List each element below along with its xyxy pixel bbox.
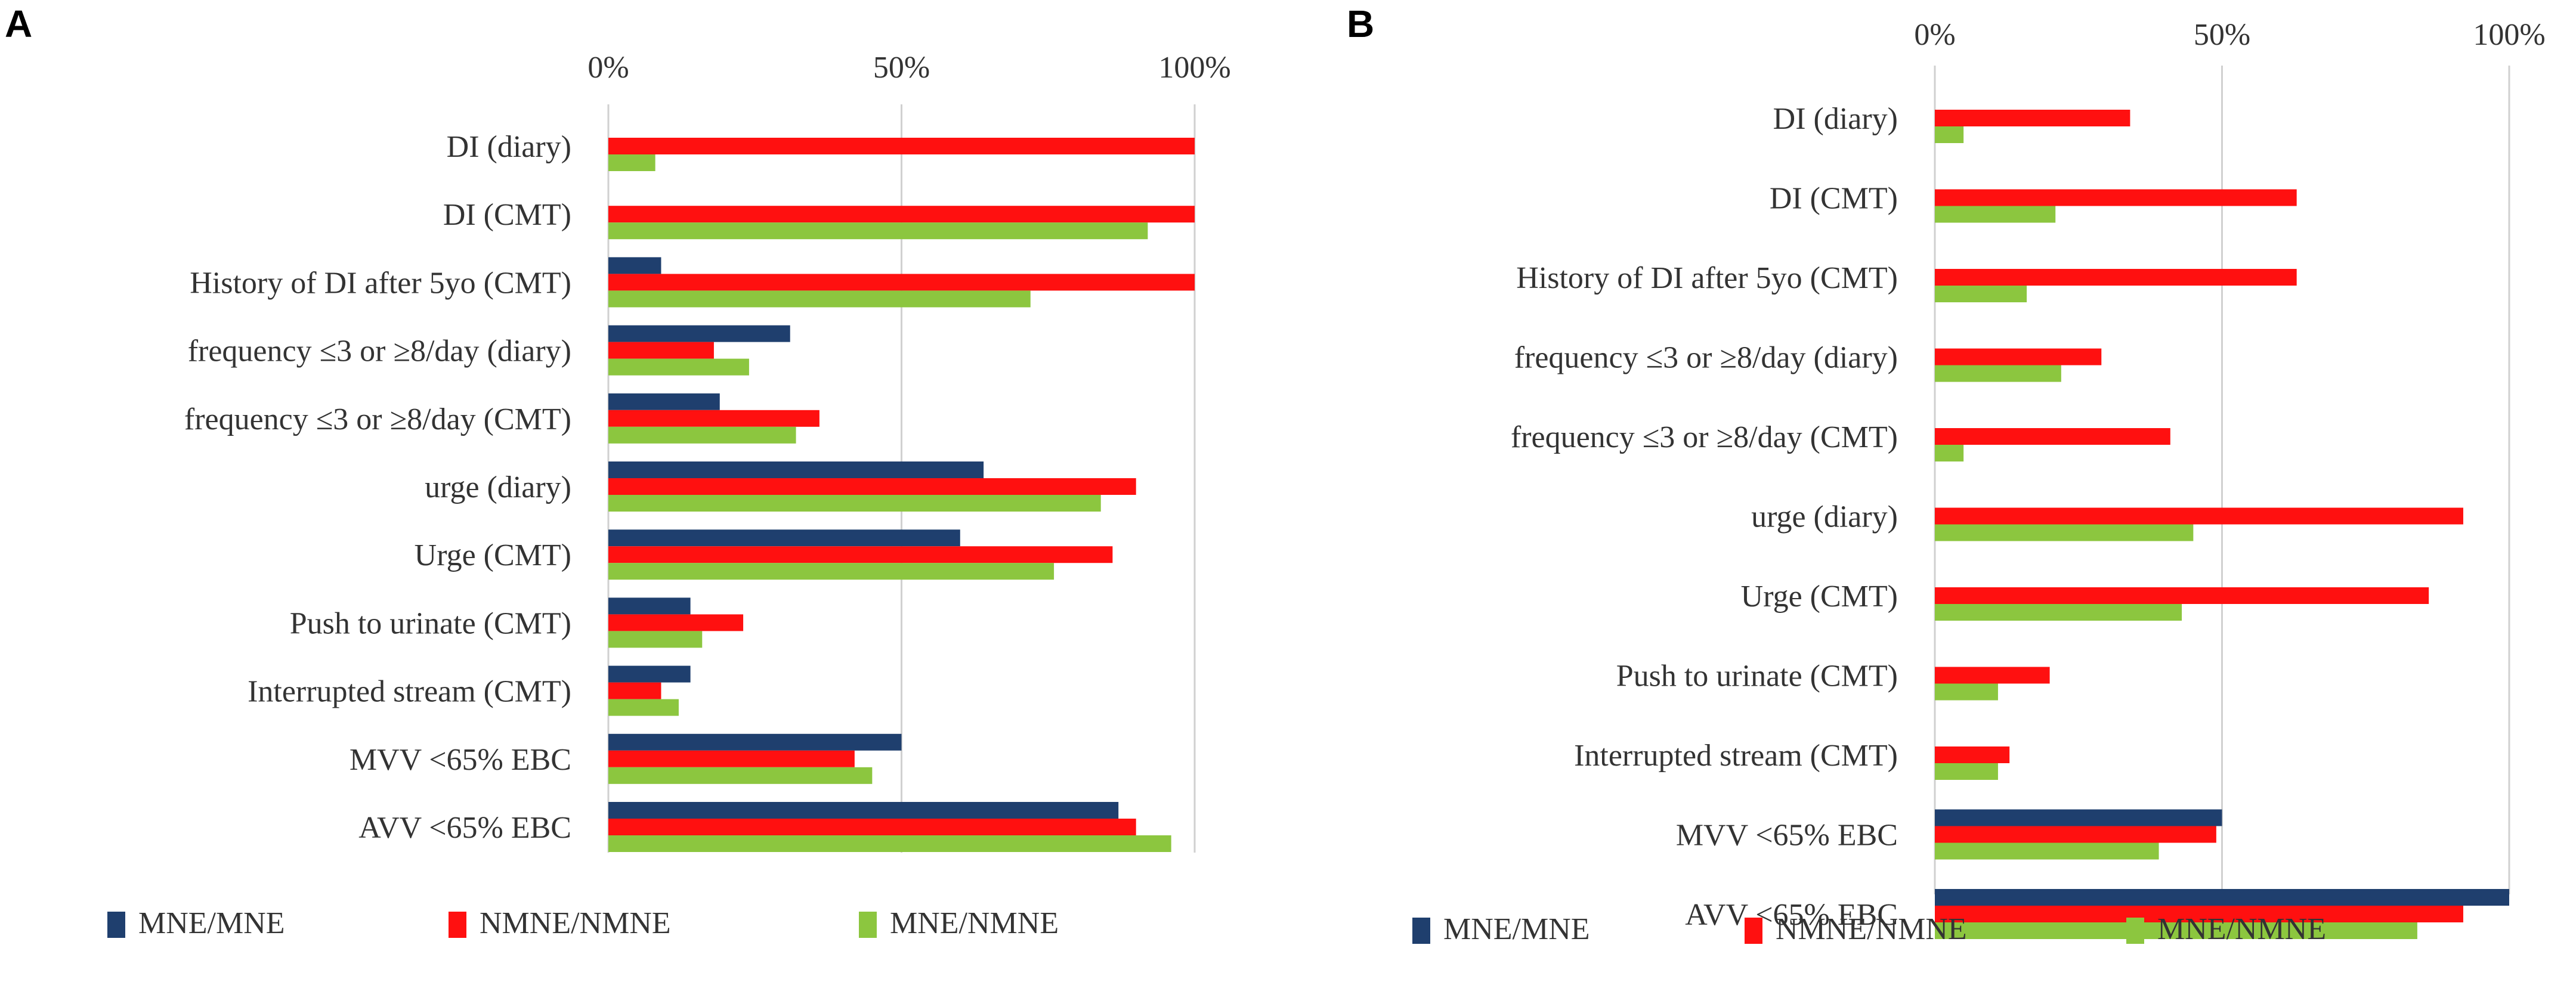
panel-a-category-label: DI (diary) — [447, 130, 571, 164]
panel-a-bar-nmne-nmne — [608, 750, 855, 767]
panel-a-tick-label: 50% — [873, 51, 930, 85]
panel-a-bar-mne-mne — [608, 529, 960, 547]
panel-b-legend-label: MNE/MNE — [1443, 912, 1590, 946]
panel-b-bar-nmne-nmne — [1935, 269, 2297, 286]
panel-a-bar-nmne-nmne — [608, 819, 1136, 835]
panel-b-legend-swatch-nmne-nmne — [1745, 918, 1762, 944]
panel-b-bar-mne-nmne — [1935, 286, 2027, 302]
panel-b-bar-nmne-nmne — [1935, 428, 2170, 445]
panel-b-legend-label: NMNE/NMNE — [1776, 912, 1967, 946]
panel-a-category-label: frequency ≤3 or ≥8/day (CMT) — [184, 402, 571, 436]
panel-a-bar-mne-nmne — [608, 222, 1148, 240]
panel-a-legend-label: MNE/NMNE — [890, 906, 1059, 940]
panel-a-bar-nmne-nmne — [608, 478, 1136, 495]
panel-b-bar-nmne-nmne — [1935, 110, 2130, 126]
panel-b-category-label: frequency ≤3 or ≥8/day (CMT) — [1511, 420, 1898, 454]
panel-b-bar-nmne-nmne — [1935, 587, 2429, 604]
panel-a-letter: A — [5, 2, 32, 45]
panel-a-bar-nmne-nmne — [608, 614, 744, 631]
panel-a-bar-mne-nmne — [608, 563, 1054, 580]
panel-b-legend-swatch-mne-nmne — [2126, 918, 2144, 944]
panel-b-bar-nmne-nmne — [1935, 667, 2050, 684]
panel-b-tick-label: 100% — [2473, 18, 2545, 52]
panel-b-category-label: History of DI after 5yo (CMT) — [1516, 261, 1898, 295]
panel-a-category-label: Urge (CMT) — [415, 538, 571, 572]
panel-a-bar-nmne-nmne — [608, 274, 1195, 291]
panel-a-bar-mne-mne — [608, 802, 1119, 819]
panel-b-category-label: Interrupted stream (CMT) — [1574, 739, 1898, 773]
panel-b-bar-nmne-nmne — [1935, 746, 2010, 763]
panel-b-bar-mne-nmne — [1935, 683, 1998, 701]
panel-b-bar-mne-mne — [1935, 809, 2222, 826]
panel-a-bar-mne-mne — [608, 393, 720, 410]
panel-a-bar-nmne-nmne — [608, 546, 1113, 563]
panel-b-bar-mne-nmne — [1935, 922, 2417, 939]
panel-a-bar-mne-nmne — [608, 358, 749, 376]
panel-a-legend-swatch-nmne-nmne — [449, 912, 466, 938]
panel-b-bar-mne-nmne — [1935, 763, 1998, 780]
panel-b-tick-label: 50% — [2194, 18, 2250, 52]
panel-a-bar-mne-mne — [608, 597, 691, 615]
panel-a-bar-mne-nmne — [608, 495, 1101, 512]
panel-b-bar-nmne-nmne — [1935, 906, 2463, 922]
panel-b-bar-mne-nmne — [1935, 445, 1964, 461]
panel-b-category-label: AVV <65% EBC — [1685, 898, 1898, 932]
panel-a-category-label: Push to urinate (CMT) — [290, 606, 571, 640]
panel-b-bar-nmne-nmne — [1935, 507, 2463, 525]
panel-b-legend-label: MNE/NMNE — [2157, 912, 2326, 946]
panel-a-bar-mne-mne — [608, 665, 691, 683]
panel-a-bar-nmne-nmne — [608, 410, 820, 427]
panel-b-category-label: MVV <65% EBC — [1676, 819, 1898, 853]
panel-b-category-label: Urge (CMT) — [1741, 580, 1898, 614]
panel-a-bar-mne-mne — [608, 733, 902, 751]
panel-a-category-label: DI (CMT) — [443, 198, 571, 232]
panel-b-tick-label: 0% — [1914, 18, 1955, 52]
panel-b-category-label: frequency ≤3 or ≥8/day (diary) — [1514, 341, 1898, 375]
panel-a-bar-mne-nmne — [608, 426, 796, 444]
panel-b-bar-mne-nmne — [1935, 604, 2182, 621]
panel-a-tick-label: 100% — [1158, 51, 1230, 85]
panel-a-legend-swatch-mne-nmne — [859, 912, 877, 938]
panel-a-bar-nmne-nmne — [608, 138, 1195, 154]
panel-a-category-label: frequency ≤3 or ≥8/day (diary) — [188, 334, 571, 368]
panel-b-bar-mne-nmne — [1935, 126, 1964, 143]
panel-b-legend-swatch-mne-mne — [1412, 918, 1430, 944]
panel-a-category-label: History of DI after 5yo (CMT) — [190, 266, 571, 300]
panel-a-bar-mne-nmne — [608, 767, 873, 784]
panel-b-category-label: Push to urinate (CMT) — [1616, 659, 1898, 693]
panel-b-bar-mne-nmne — [1935, 365, 2061, 382]
panel-b-bar-mne-mne — [1935, 889, 2509, 906]
panel-b-bar-mne-nmne — [1935, 842, 2159, 860]
panel-a-bar-nmne-nmne — [608, 342, 714, 359]
panel-a-bar-mne-nmne — [608, 154, 655, 171]
panel-b-category-label: DI (CMT) — [1770, 182, 1898, 216]
panel-a-bar-mne-mne — [608, 325, 790, 342]
panel-b-bar-mne-nmne — [1935, 206, 2056, 223]
panel-b-bar-nmne-nmne — [1935, 826, 2216, 843]
panel-a-legend-label: MNE/MNE — [138, 906, 285, 940]
panel-a-legend-swatch-mne-mne — [107, 912, 125, 938]
panel-b-letter: B — [1347, 2, 1374, 45]
panel-a-category-label: AVV <65% EBC — [358, 811, 571, 845]
panel-a-tick-label: 0% — [587, 51, 629, 85]
panel-a-legend-label: NMNE/NMNE — [480, 906, 671, 940]
panel-a-bar-mne-mne — [608, 461, 984, 478]
panel-b-category-label: DI (diary) — [1773, 102, 1898, 136]
panel-a-bar-mne-nmne — [608, 290, 1031, 308]
panel-a-category-label: Interrupted stream (CMT) — [248, 675, 571, 709]
panel-b-bar-nmne-nmne — [1935, 348, 2102, 365]
panel-b-bar-mne-nmne — [1935, 524, 2194, 541]
panel-a-category-label: urge (diary) — [425, 470, 571, 504]
panel-a-bar-mne-nmne — [608, 835, 1171, 852]
panel-b-bar-nmne-nmne — [1935, 189, 2297, 206]
panel-a-bar-nmne-nmne — [608, 206, 1195, 223]
panel-b-category-label: urge (diary) — [1751, 500, 1898, 534]
panel-a-bar-mne-mne — [608, 257, 661, 274]
panel-a-bar-mne-nmne — [608, 699, 679, 716]
panel-a-bar-mne-nmne — [608, 631, 703, 648]
panel-a-category-label: MVV <65% EBC — [350, 743, 571, 777]
panel-a-bar-nmne-nmne — [608, 682, 661, 699]
